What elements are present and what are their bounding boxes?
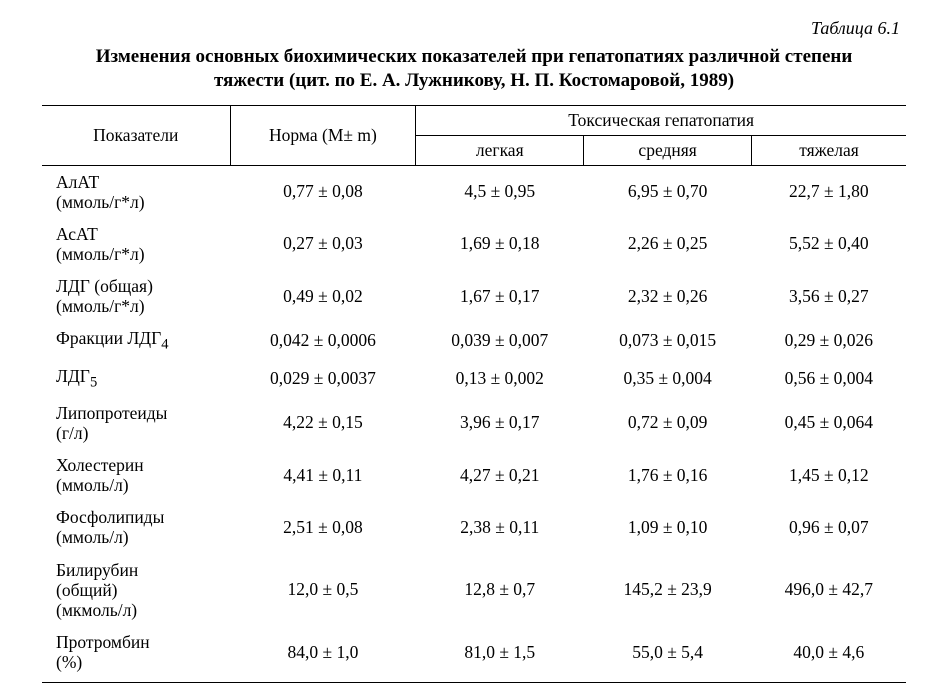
mild-cell: 2,38 ± 0,11 bbox=[416, 501, 584, 553]
mild-cell: 0,039 ± 0,007 bbox=[416, 322, 584, 359]
mild-cell: 0,13 ± 0,002 bbox=[416, 360, 584, 397]
mild-cell: 4,27 ± 0,21 bbox=[416, 449, 584, 501]
header-norm: Норма (M± m) bbox=[230, 105, 416, 165]
table-row: ЛДГ (общая)(ммоль/г*л)0,49 ± 0,021,67 ± … bbox=[42, 270, 906, 322]
header-param: Показатели bbox=[42, 105, 230, 165]
mild-cell: 12,8 ± 0,7 bbox=[416, 554, 584, 626]
norm-cell: 12,0 ± 0,5 bbox=[230, 554, 416, 626]
table-body: АлАТ(ммоль/г*л)0,77 ± 0,084,5 ± 0,956,95… bbox=[42, 165, 906, 683]
severe-cell: 22,7 ± 1,80 bbox=[752, 165, 906, 218]
caption-line-2: тяжести (цит. по Е. А. Лужникову, Н. П. … bbox=[214, 70, 734, 91]
moderate-cell: 0,35 ± 0,004 bbox=[584, 360, 752, 397]
mild-cell: 1,67 ± 0,17 bbox=[416, 270, 584, 322]
severe-cell: 0,56 ± 0,004 bbox=[752, 360, 906, 397]
moderate-cell: 2,32 ± 0,26 bbox=[584, 270, 752, 322]
norm-cell: 0,27 ± 0,03 bbox=[230, 218, 416, 270]
norm-cell: 0,029 ± 0,0037 bbox=[230, 360, 416, 397]
param-cell: ЛДГ (общая)(ммоль/г*л) bbox=[42, 270, 230, 322]
param-cell: Билирубин(общий)(мкмоль/л) bbox=[42, 554, 230, 626]
table-row: Фосфолипиды(ммоль/л)2,51 ± 0,082,38 ± 0,… bbox=[42, 501, 906, 553]
norm-cell: 4,22 ± 0,15 bbox=[230, 397, 416, 449]
norm-cell: 0,042 ± 0,0006 bbox=[230, 322, 416, 359]
table-row: Липопротеиды(г/л)4,22 ± 0,153,96 ± 0,170… bbox=[42, 397, 906, 449]
moderate-cell: 2,26 ± 0,25 bbox=[584, 218, 752, 270]
mild-cell: 1,69 ± 0,18 bbox=[416, 218, 584, 270]
header-moderate: средняя bbox=[584, 135, 752, 165]
table-row: Билирубин(общий)(мкмоль/л)12,0 ± 0,512,8… bbox=[42, 554, 906, 626]
table-row: Холестерин(ммоль/л)4,41 ± 0,114,27 ± 0,2… bbox=[42, 449, 906, 501]
mild-cell: 3,96 ± 0,17 bbox=[416, 397, 584, 449]
param-cell: АсАТ(ммоль/г*л) bbox=[42, 218, 230, 270]
severe-cell: 40,0 ± 4,6 bbox=[752, 626, 906, 683]
biochemistry-table: Показатели Норма (M± m) Токсическая гепа… bbox=[42, 105, 906, 684]
param-cell: Фракции ЛДГ4 bbox=[42, 322, 230, 359]
norm-cell: 4,41 ± 0,11 bbox=[230, 449, 416, 501]
severe-cell: 3,56 ± 0,27 bbox=[752, 270, 906, 322]
norm-cell: 84,0 ± 1,0 bbox=[230, 626, 416, 683]
table-number-label: Таблица 6.1 bbox=[42, 18, 906, 39]
mild-cell: 4,5 ± 0,95 bbox=[416, 165, 584, 218]
moderate-cell: 55,0 ± 5,4 bbox=[584, 626, 752, 683]
table-caption: Изменения основных биохимических показат… bbox=[52, 45, 896, 93]
table-row: АсАТ(ммоль/г*л)0,27 ± 0,031,69 ± 0,182,2… bbox=[42, 218, 906, 270]
moderate-cell: 1,09 ± 0,10 bbox=[584, 501, 752, 553]
param-cell: Холестерин(ммоль/л) bbox=[42, 449, 230, 501]
page: Таблица 6.1 Изменения основных биохимиче… bbox=[0, 0, 948, 696]
severe-cell: 0,45 ± 0,064 bbox=[752, 397, 906, 449]
moderate-cell: 1,76 ± 0,16 bbox=[584, 449, 752, 501]
table-row: Протромбин(%)84,0 ± 1,081,0 ± 1,555,0 ± … bbox=[42, 626, 906, 683]
moderate-cell: 6,95 ± 0,70 bbox=[584, 165, 752, 218]
param-cell: Протромбин(%) bbox=[42, 626, 230, 683]
param-cell: Фосфолипиды(ммоль/л) bbox=[42, 501, 230, 553]
severe-cell: 0,29 ± 0,026 bbox=[752, 322, 906, 359]
moderate-cell: 0,073 ± 0,015 bbox=[584, 322, 752, 359]
severe-cell: 496,0 ± 42,7 bbox=[752, 554, 906, 626]
table-row: ЛДГ50,029 ± 0,00370,13 ± 0,0020,35 ± 0,0… bbox=[42, 360, 906, 397]
severe-cell: 0,96 ± 0,07 bbox=[752, 501, 906, 553]
moderate-cell: 145,2 ± 23,9 bbox=[584, 554, 752, 626]
norm-cell: 0,77 ± 0,08 bbox=[230, 165, 416, 218]
header-mild: легкая bbox=[416, 135, 584, 165]
severe-cell: 5,52 ± 0,40 bbox=[752, 218, 906, 270]
header-group: Токсическая гепатопатия bbox=[416, 105, 906, 135]
mild-cell: 81,0 ± 1,5 bbox=[416, 626, 584, 683]
norm-cell: 0,49 ± 0,02 bbox=[230, 270, 416, 322]
param-cell: ЛДГ5 bbox=[42, 360, 230, 397]
severe-cell: 1,45 ± 0,12 bbox=[752, 449, 906, 501]
caption-line-1: Изменения основных биохимических показат… bbox=[96, 46, 853, 67]
table-row: Фракции ЛДГ40,042 ± 0,00060,039 ± 0,0070… bbox=[42, 322, 906, 359]
param-cell: Липопротеиды(г/л) bbox=[42, 397, 230, 449]
norm-cell: 2,51 ± 0,08 bbox=[230, 501, 416, 553]
param-cell: АлАТ(ммоль/г*л) bbox=[42, 165, 230, 218]
moderate-cell: 0,72 ± 0,09 bbox=[584, 397, 752, 449]
header-severe: тяжелая bbox=[752, 135, 906, 165]
table-row: АлАТ(ммоль/г*л)0,77 ± 0,084,5 ± 0,956,95… bbox=[42, 165, 906, 218]
